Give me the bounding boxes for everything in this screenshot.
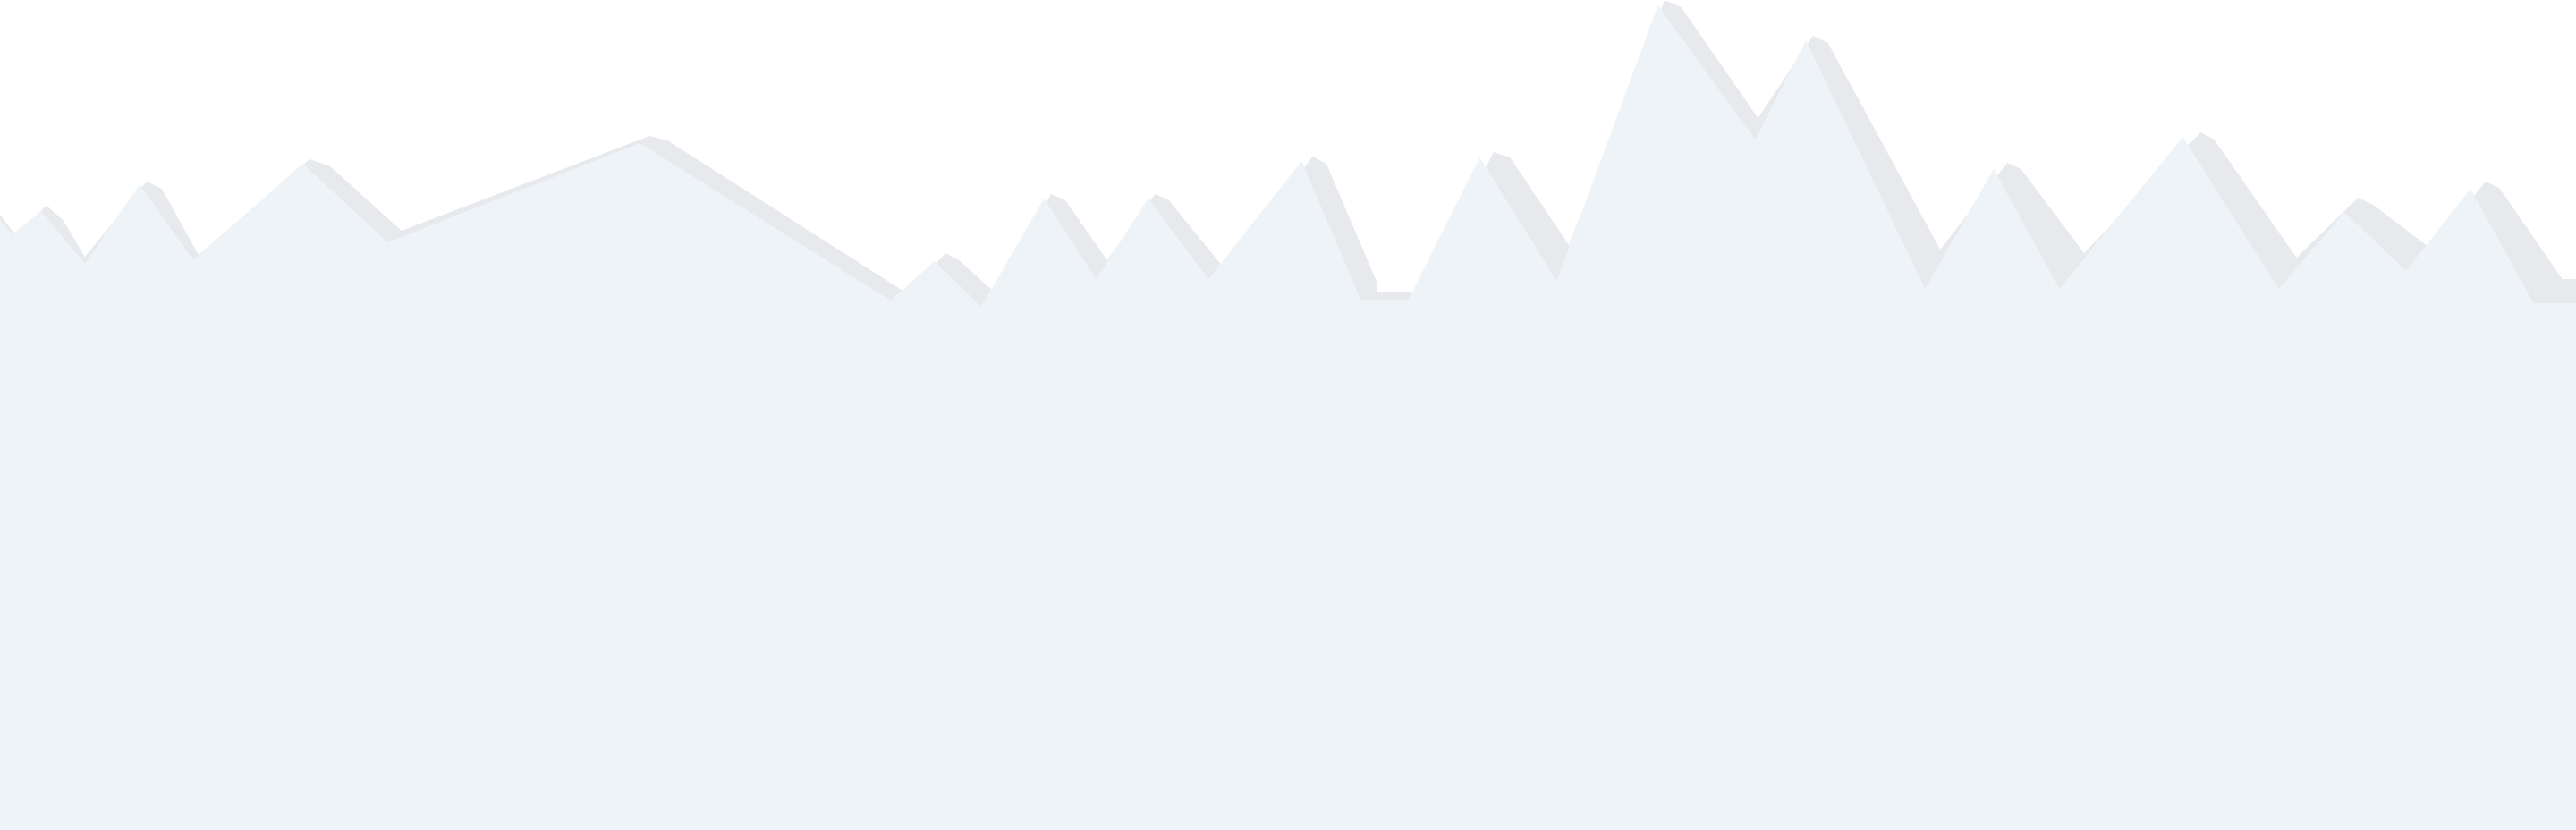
mountain-silhouette	[0, 5, 2576, 830]
